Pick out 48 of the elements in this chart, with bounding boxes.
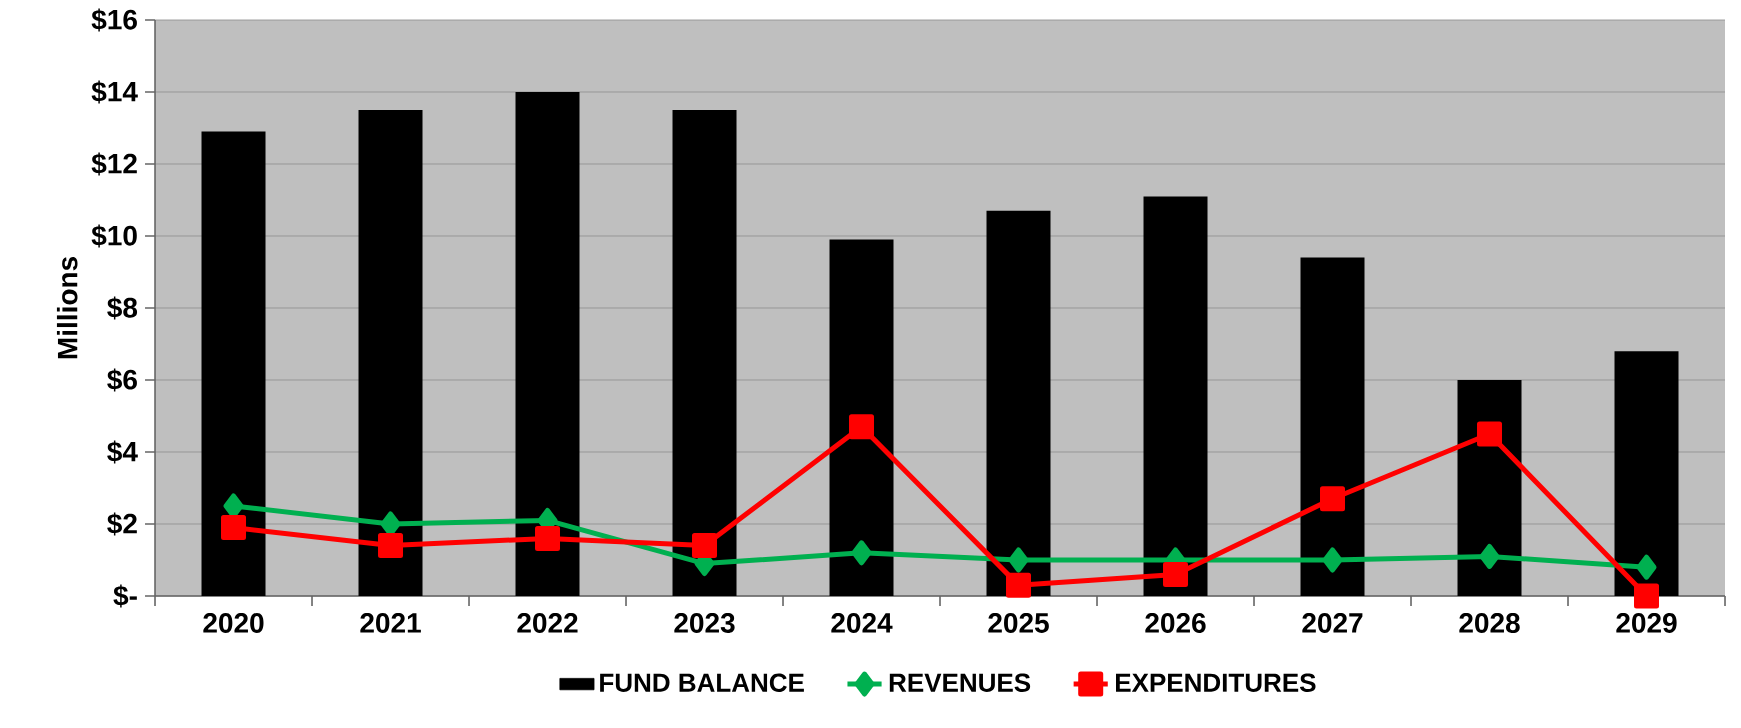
bar — [1614, 351, 1679, 596]
y-tick-label: $14 — [91, 80, 138, 104]
x-tick-label: 2023 — [674, 613, 735, 633]
point — [535, 525, 561, 551]
y-tick-label: $8 — [107, 296, 138, 320]
point — [1477, 421, 1503, 447]
bar — [358, 109, 423, 596]
point — [849, 414, 875, 440]
bar — [672, 109, 737, 596]
y-tick-label: $10 — [91, 224, 137, 248]
point — [221, 515, 247, 541]
x-tick-label: 2026 — [1145, 613, 1206, 633]
y-axis-title: Millions — [56, 257, 78, 359]
legend-label: REVENUES — [889, 673, 1031, 692]
x-tick-label: 2029 — [1616, 613, 1677, 633]
point — [1006, 572, 1032, 598]
x-tick-label: 2022 — [517, 613, 578, 633]
point — [1322, 547, 1343, 573]
y-tick-label: $6 — [107, 368, 137, 392]
y-tick-label: $16 — [91, 8, 137, 32]
point — [1320, 486, 1346, 512]
y-tick-label: $- — [113, 584, 137, 608]
point — [378, 533, 404, 559]
bar — [1457, 379, 1522, 596]
y-tick-label: $2 — [107, 512, 137, 536]
bar — [515, 92, 580, 596]
point — [1634, 583, 1660, 609]
point — [1163, 561, 1189, 587]
x-tick-label: 2028 — [1459, 613, 1520, 633]
point — [692, 533, 718, 559]
legend-label: FUND BALANCE — [600, 673, 804, 692]
bar — [986, 210, 1051, 596]
point — [851, 540, 872, 566]
point — [1636, 554, 1657, 580]
y-tick-label: $12 — [91, 152, 137, 176]
y-tick-label: $4 — [107, 440, 138, 464]
x-tick-label: 2021 — [360, 613, 421, 633]
bar — [829, 239, 894, 596]
bar — [201, 131, 266, 596]
x-tick-label: 2020 — [203, 613, 264, 633]
x-tick-label: 2024 — [831, 613, 893, 633]
point — [1479, 543, 1500, 569]
legend-label: EXPENDITURES — [1116, 673, 1316, 692]
x-tick-label: 2025 — [988, 613, 1049, 633]
bar — [1300, 257, 1365, 596]
point — [1008, 547, 1029, 573]
bar — [1143, 196, 1208, 596]
x-tick-label: 2027 — [1302, 613, 1363, 633]
